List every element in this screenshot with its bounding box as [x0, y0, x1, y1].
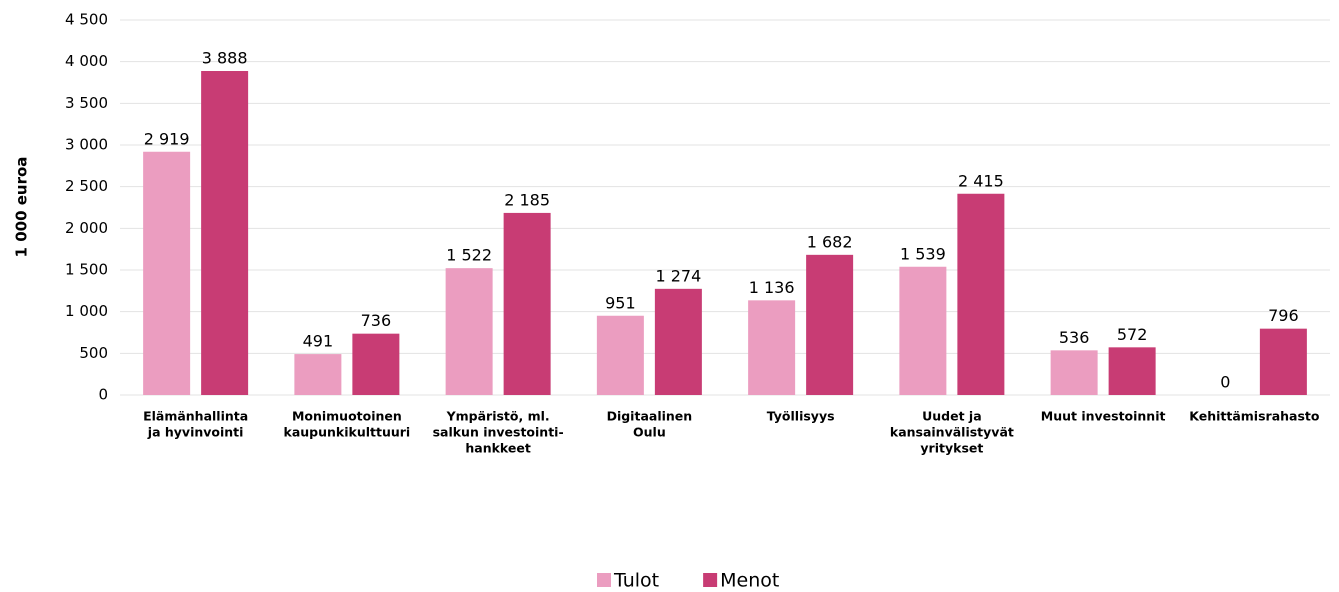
data-label: 736	[361, 311, 392, 330]
y-tick-label: 0	[98, 386, 108, 404]
y-tick-label: 3 500	[65, 94, 108, 112]
bar	[899, 266, 947, 395]
y-tick-label: 1 500	[65, 261, 108, 279]
x-tick-label: Ympäristö, ml.	[446, 409, 550, 424]
x-tick-label: hankkeet	[465, 441, 530, 456]
legend-swatch	[597, 573, 611, 587]
x-tick-label: kansainvälistyvät	[890, 425, 1014, 440]
x-tick-label: salkun investointi-	[433, 425, 564, 440]
bar	[957, 193, 1005, 395]
data-label: 1 274	[655, 266, 701, 285]
x-tick-label: Digitaalinen	[607, 409, 693, 424]
data-label: 951	[605, 293, 636, 312]
data-label: 0	[1220, 373, 1230, 392]
bar	[1050, 350, 1098, 395]
bar	[1108, 347, 1156, 395]
y-tick-label: 2 500	[65, 177, 108, 195]
x-tick-label: Työllisyys	[767, 409, 835, 424]
legend-label: Menot	[720, 570, 779, 592]
legend-label: Tulot	[613, 570, 659, 592]
data-label: 572	[1117, 325, 1148, 344]
y-tick-label: 4 500	[65, 11, 108, 29]
bar	[596, 315, 644, 395]
data-label: 2 415	[958, 171, 1004, 190]
bar	[352, 333, 400, 395]
bar	[294, 354, 342, 395]
bar	[143, 151, 191, 395]
bar	[654, 288, 702, 395]
bar	[201, 71, 249, 395]
x-tick-label: Elämänhallinta	[143, 409, 248, 424]
x-tick-label: kaupunkikulttuuri	[284, 425, 411, 440]
y-tick-label: 1 000	[65, 302, 108, 320]
y-tick-label: 4 000	[65, 52, 108, 70]
data-label: 491	[303, 332, 334, 351]
x-tick-label: yritykset	[920, 441, 983, 456]
y-tick-label: 500	[79, 344, 108, 362]
bar	[503, 212, 551, 395]
y-axis-label: 1 000 euroa	[13, 157, 31, 258]
x-tick-label: Kehittämisrahasto	[1189, 409, 1320, 424]
x-tick-label: Uudet ja	[922, 409, 982, 424]
bar	[748, 300, 796, 395]
y-tick-label: 3 000	[65, 136, 108, 154]
data-label: 1 136	[749, 278, 795, 297]
data-label: 1 539	[900, 244, 946, 263]
data-label: 796	[1268, 306, 1299, 325]
data-label: 3 888	[202, 49, 248, 68]
bar	[1259, 328, 1307, 395]
data-label: 2 185	[504, 190, 550, 209]
x-tick-label: ja hyvinvointi	[147, 425, 244, 440]
data-label: 536	[1059, 328, 1090, 347]
x-tick-label: Monimuotoinen	[292, 409, 402, 424]
y-tick-label: 2 000	[65, 219, 108, 237]
bar	[445, 268, 493, 395]
x-tick-label: Muut investoinnit	[1041, 409, 1166, 424]
legend-swatch	[703, 573, 718, 587]
data-label: 1 682	[807, 232, 853, 251]
bar	[806, 254, 854, 395]
data-label: 2 919	[144, 129, 190, 148]
x-tick-label: Oulu	[633, 425, 666, 440]
data-label: 1 522	[446, 246, 492, 265]
